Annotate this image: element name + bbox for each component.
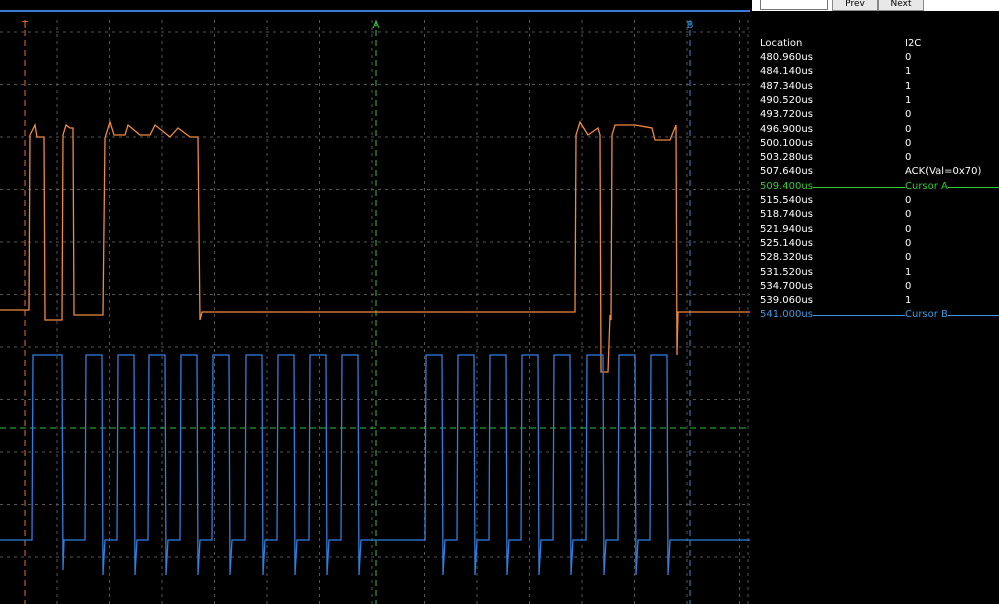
table-row: 487.340us 1 <box>760 81 999 95</box>
location-cell: 490.520us <box>760 94 813 106</box>
i2c-cell: 0 <box>905 252 912 264</box>
scope-view: T A B <box>0 0 750 604</box>
decode-panel: Prev Next Location I2C 480.960us 0 484.140… <box>752 0 999 604</box>
location-cell: 534.700us <box>760 280 813 292</box>
location-cell: 507.640us <box>760 166 813 178</box>
location-cell: 503.280us <box>760 152 813 164</box>
i2c-cell: 1 <box>905 80 912 92</box>
location-cell: 480.960us <box>760 52 813 63</box>
cursor-a-label: A <box>373 20 380 31</box>
header-cell: I2C <box>905 38 922 49</box>
i2c-cell: Cursor A <box>905 180 948 192</box>
table-row: 507.640us ACK(Val=0x70) <box>760 166 999 180</box>
table-row: 521.940us 0 <box>760 224 999 238</box>
i2c-cell: 0 <box>905 152 912 164</box>
i2c-cell: 1 <box>905 66 912 78</box>
table-row: 515.540us 0 <box>760 195 999 209</box>
table-row: 490.520us 1 <box>760 95 999 109</box>
table-row: 518.740us 0 <box>760 209 999 223</box>
location-cell: 528.320us <box>760 252 813 264</box>
i2c-cell: 0 <box>905 137 912 149</box>
i2c-cell: 0 <box>905 280 912 292</box>
location-cell: 521.940us <box>760 223 813 235</box>
table-row: 541.000us Cursor B <box>760 309 999 323</box>
i2c-cell: 0 <box>905 195 912 206</box>
i2c-cell: 0 <box>905 123 912 135</box>
location-cell: 541.000us <box>760 309 813 321</box>
location-cell: 531.520us <box>760 266 813 278</box>
location-cell: 484.140us <box>760 66 813 78</box>
next-button[interactable]: Next <box>878 0 924 11</box>
i2c-cell: 0 <box>905 52 912 63</box>
table-row: 531.520us 1 <box>760 267 999 281</box>
i2c-cell: 0 <box>905 209 912 221</box>
prev-button[interactable]: Prev <box>832 0 878 11</box>
i2c-cell: 1 <box>905 266 912 278</box>
location-cell: 515.540us <box>760 195 813 206</box>
i2c-cell: 1 <box>905 94 912 106</box>
table-row: 484.140us 1 <box>760 66 999 80</box>
location-cell: 509.400us <box>760 180 813 192</box>
table-row: 503.280us 0 <box>760 152 999 166</box>
i2c-cell: 0 <box>905 237 912 249</box>
location-cell: 539.060us <box>760 295 813 307</box>
toolbar: Prev Next <box>752 0 999 11</box>
sda-trace <box>0 119 750 373</box>
scl-trace <box>0 354 750 576</box>
trigger-label: T <box>21 20 29 31</box>
i2c-cell: 0 <box>905 223 912 235</box>
location-cell: 493.720us <box>760 109 813 121</box>
table-row: 496.900us 0 <box>760 124 999 138</box>
table-row: 525.140us 0 <box>760 238 999 252</box>
location-cell: 487.340us <box>760 80 813 92</box>
location-cell: 518.740us <box>760 209 813 221</box>
location-cell: 496.900us <box>760 123 813 135</box>
cursor-b-label: B <box>687 20 694 31</box>
table-row: 528.320us 0 <box>760 252 999 266</box>
table-row: 509.400us Cursor A <box>760 180 999 195</box>
table-row: 500.100us 0 <box>760 138 999 152</box>
table-header: Location I2C <box>760 38 999 52</box>
location-cell: 525.140us <box>760 237 813 249</box>
i2c-cell: 0 <box>905 109 912 121</box>
table-row: 480.960us 0 <box>760 52 999 66</box>
table-row: 534.700us 0 <box>760 281 999 295</box>
i2c-cell: ACK(Val=0x70) <box>905 166 982 178</box>
header-cell: Location <box>760 38 803 49</box>
i2c-cell: Cursor B <box>905 309 948 321</box>
scope-bg <box>0 0 750 604</box>
i2c-cell: 1 <box>905 295 912 307</box>
grid <box>0 20 750 604</box>
table-row: 493.720us 0 <box>760 109 999 123</box>
location-cell: 500.100us <box>760 137 813 149</box>
dropdown[interactable] <box>760 0 828 10</box>
table-row: 539.060us 1 <box>760 295 999 309</box>
